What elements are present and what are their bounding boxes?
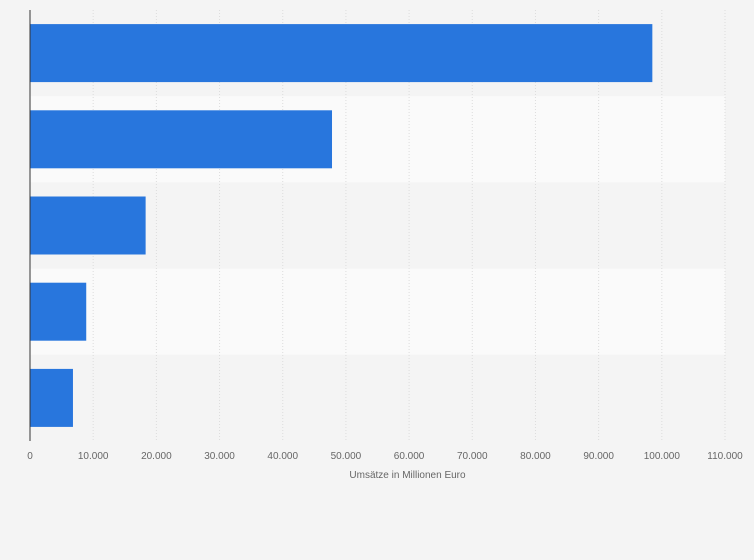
x-tick-label: 80.000 <box>520 451 551 462</box>
bar[interactable] <box>30 282 87 341</box>
bar[interactable] <box>30 196 146 255</box>
x-tick-label: 10.000 <box>78 451 109 462</box>
x-tick-label: 0 <box>27 451 33 462</box>
bars <box>30 24 653 427</box>
row-band <box>30 354 725 441</box>
row-bands <box>30 10 725 441</box>
x-tick-label: 20.000 <box>141 451 172 462</box>
x-tick-label: 40.000 <box>267 451 298 462</box>
bar[interactable] <box>30 368 73 427</box>
x-tick-label: 30.000 <box>204 451 235 462</box>
x-tick-label: 100.000 <box>644 451 681 462</box>
bar[interactable] <box>30 110 333 169</box>
x-tick-label: 50.000 <box>331 451 362 462</box>
x-tick-label: 90.000 <box>583 451 614 462</box>
x-tick-label: 60.000 <box>394 451 425 462</box>
bar[interactable] <box>30 24 653 83</box>
row-band <box>30 268 725 355</box>
x-tick-label: 110.000 <box>707 451 743 462</box>
x-tick-label: 70.000 <box>457 451 488 462</box>
x-axis-tick-labels: 0 10.000 20.000 30.000 40.000 50.000 60.000 70.… <box>27 451 743 462</box>
x-axis-title: Umsätze in Millionen Euro <box>349 470 466 481</box>
row-band <box>30 182 725 269</box>
